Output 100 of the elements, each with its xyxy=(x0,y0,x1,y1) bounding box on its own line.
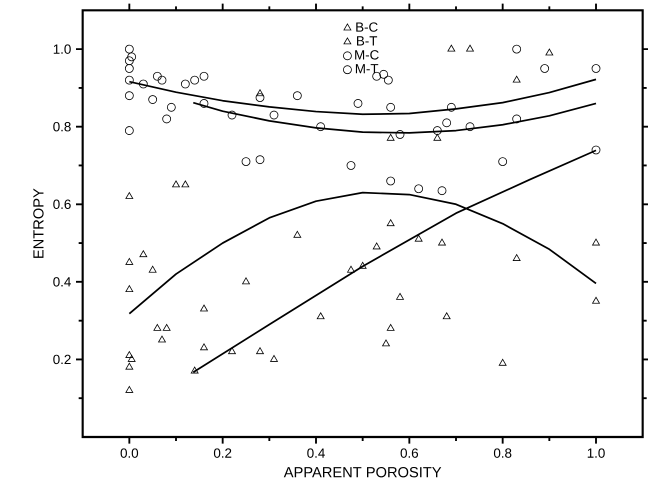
point xyxy=(125,285,134,292)
point xyxy=(512,254,521,261)
point xyxy=(256,347,264,354)
point xyxy=(180,80,190,88)
point xyxy=(256,93,264,102)
x-tick-label: 0.4 xyxy=(307,448,325,458)
point xyxy=(190,366,199,374)
y-tick-label: 0.6 xyxy=(53,200,71,209)
point xyxy=(124,126,134,135)
point xyxy=(200,343,208,350)
x-tick-label: 0.8 xyxy=(494,448,512,458)
point xyxy=(124,44,134,54)
point xyxy=(592,64,600,73)
y-axis-title: ENTROPY xyxy=(33,188,44,258)
point xyxy=(354,99,362,108)
x-tick-label: 0.2 xyxy=(214,448,232,458)
point xyxy=(242,277,250,284)
point xyxy=(125,351,134,358)
point xyxy=(372,242,381,250)
line-series xyxy=(128,78,597,116)
point xyxy=(153,324,162,331)
point xyxy=(190,76,200,85)
point xyxy=(242,157,250,166)
point xyxy=(125,258,134,265)
point xyxy=(172,180,180,188)
point xyxy=(396,130,404,139)
point xyxy=(414,184,424,194)
point xyxy=(316,312,325,320)
point xyxy=(316,122,326,132)
point xyxy=(158,76,166,85)
point xyxy=(125,362,134,370)
point xyxy=(124,56,134,66)
point xyxy=(162,324,171,331)
point xyxy=(166,102,176,112)
point xyxy=(148,95,158,104)
point xyxy=(228,347,236,354)
point xyxy=(466,122,474,132)
x-axis-title: APPARENT POROSITY xyxy=(284,466,442,478)
point xyxy=(256,89,264,96)
point xyxy=(256,155,264,164)
point xyxy=(125,386,134,393)
point xyxy=(181,180,190,188)
point xyxy=(200,72,208,81)
point xyxy=(545,48,554,56)
point xyxy=(512,76,521,83)
point xyxy=(432,126,442,135)
point xyxy=(124,64,134,73)
point xyxy=(200,99,208,108)
point xyxy=(386,134,395,141)
y-tick-label: 0.4 xyxy=(53,277,71,287)
point xyxy=(442,118,452,128)
y-tick-label: 1.0 xyxy=(54,44,71,54)
point xyxy=(592,296,600,304)
point xyxy=(358,262,367,269)
point xyxy=(379,70,388,79)
point xyxy=(148,266,157,273)
point xyxy=(512,114,522,124)
point xyxy=(124,91,134,100)
point xyxy=(139,250,148,258)
point xyxy=(293,230,302,238)
point xyxy=(270,110,278,120)
point xyxy=(498,157,508,166)
point xyxy=(540,64,550,73)
point xyxy=(292,91,302,100)
point xyxy=(152,72,162,81)
point xyxy=(446,102,456,112)
point xyxy=(447,44,456,52)
point xyxy=(592,146,600,154)
point xyxy=(127,52,136,62)
point xyxy=(466,44,474,52)
point xyxy=(386,102,396,112)
point xyxy=(347,266,355,273)
point xyxy=(346,161,356,170)
legend-label: M-C xyxy=(355,50,379,60)
point xyxy=(138,80,148,88)
point xyxy=(158,336,166,342)
point xyxy=(386,324,395,331)
point xyxy=(228,110,236,120)
x-tick-label: 0.0 xyxy=(120,448,138,458)
point xyxy=(386,219,395,226)
point xyxy=(128,355,136,362)
point xyxy=(438,238,446,246)
point xyxy=(438,186,446,196)
point xyxy=(433,134,442,141)
point xyxy=(125,192,134,199)
legend-label: B-T xyxy=(357,36,378,46)
point xyxy=(162,114,172,124)
point xyxy=(512,44,522,54)
point xyxy=(414,234,423,242)
point xyxy=(382,340,390,346)
point xyxy=(270,355,278,362)
x-tick-label: 1.0 xyxy=(588,448,605,458)
point xyxy=(592,238,600,246)
y-tick-label: 0.8 xyxy=(53,122,71,132)
point xyxy=(396,292,404,300)
x-tick-label: 0.6 xyxy=(400,448,418,458)
point xyxy=(498,358,507,366)
point xyxy=(200,304,208,312)
point xyxy=(386,176,396,186)
legend-label: B-C xyxy=(356,22,378,32)
